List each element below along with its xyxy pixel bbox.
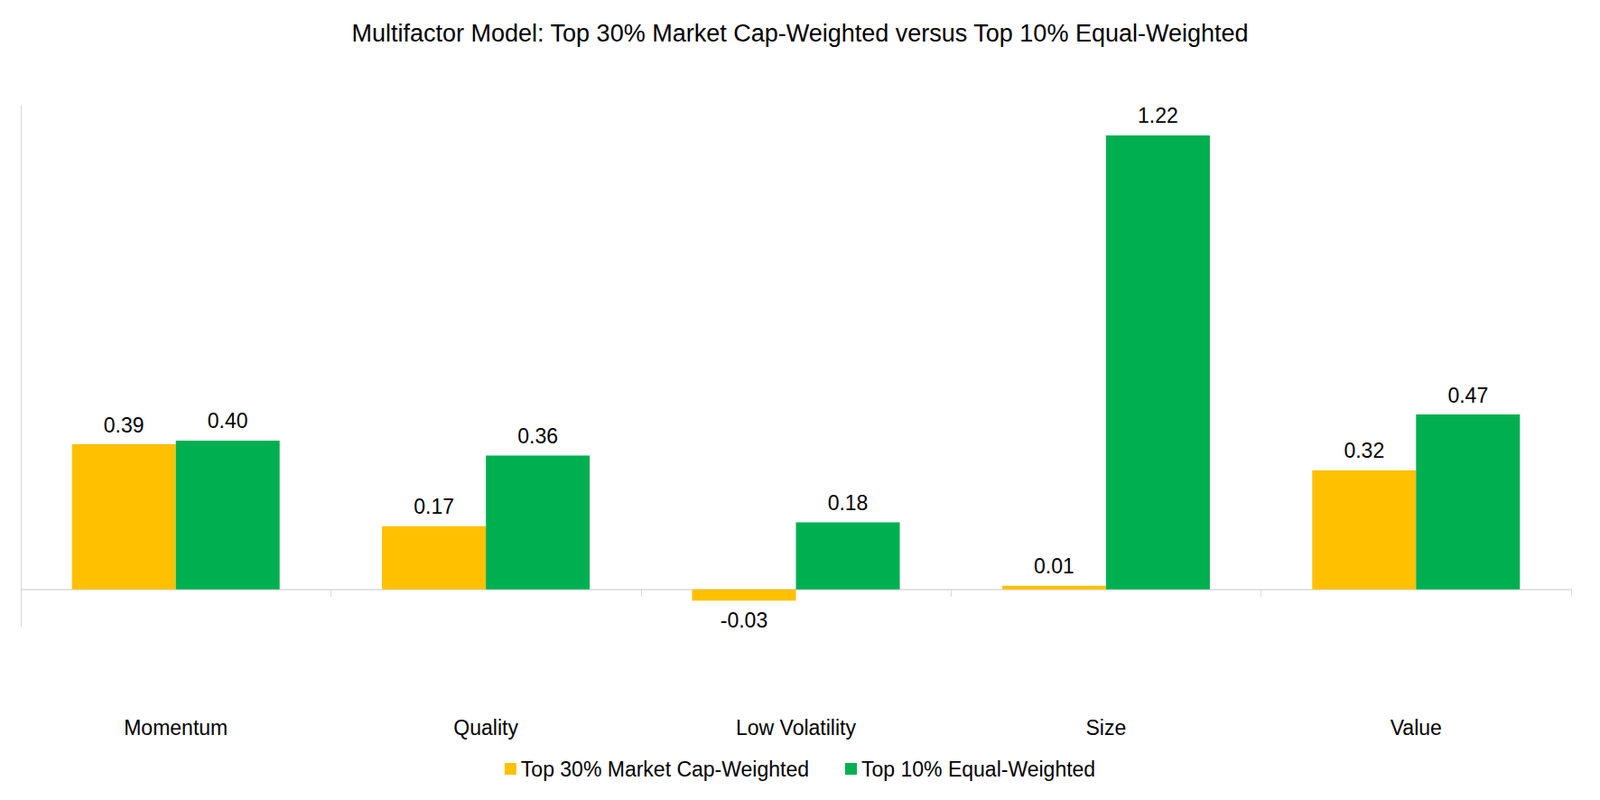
svg-text:Momentum: Momentum — [123, 716, 228, 740]
svg-text:0.47: 0.47 — [1447, 383, 1489, 408]
svg-text:0.39: 0.39 — [103, 413, 145, 438]
svg-text:Size: Size — [1086, 716, 1127, 740]
svg-text:Top 30% Market Cap-Weighted: Top 30% Market Cap-Weighted — [520, 757, 810, 782]
svg-text:0.36: 0.36 — [517, 424, 559, 448]
svg-text:Value: Value — [1390, 716, 1442, 740]
svg-text:0.40: 0.40 — [207, 409, 249, 433]
svg-text:0.17: 0.17 — [413, 494, 455, 519]
svg-text:0.18: 0.18 — [827, 491, 869, 515]
svg-text:1.22: 1.22 — [1137, 103, 1179, 128]
svg-text:Quality: Quality — [453, 716, 519, 740]
svg-text:0.32: 0.32 — [1343, 438, 1385, 463]
svg-text:-0.03: -0.03 — [720, 608, 768, 633]
svg-text:0.01: 0.01 — [1033, 554, 1075, 578]
svg-text:Top 10% Equal-Weighted: Top 10% Equal-Weighted — [861, 757, 1096, 782]
svg-text:Multifactor Model: Top 30% Mar: Multifactor Model: Top 30% Market Cap-We… — [351, 19, 1248, 47]
svg-text:Low Volatility: Low Volatility — [735, 716, 856, 740]
